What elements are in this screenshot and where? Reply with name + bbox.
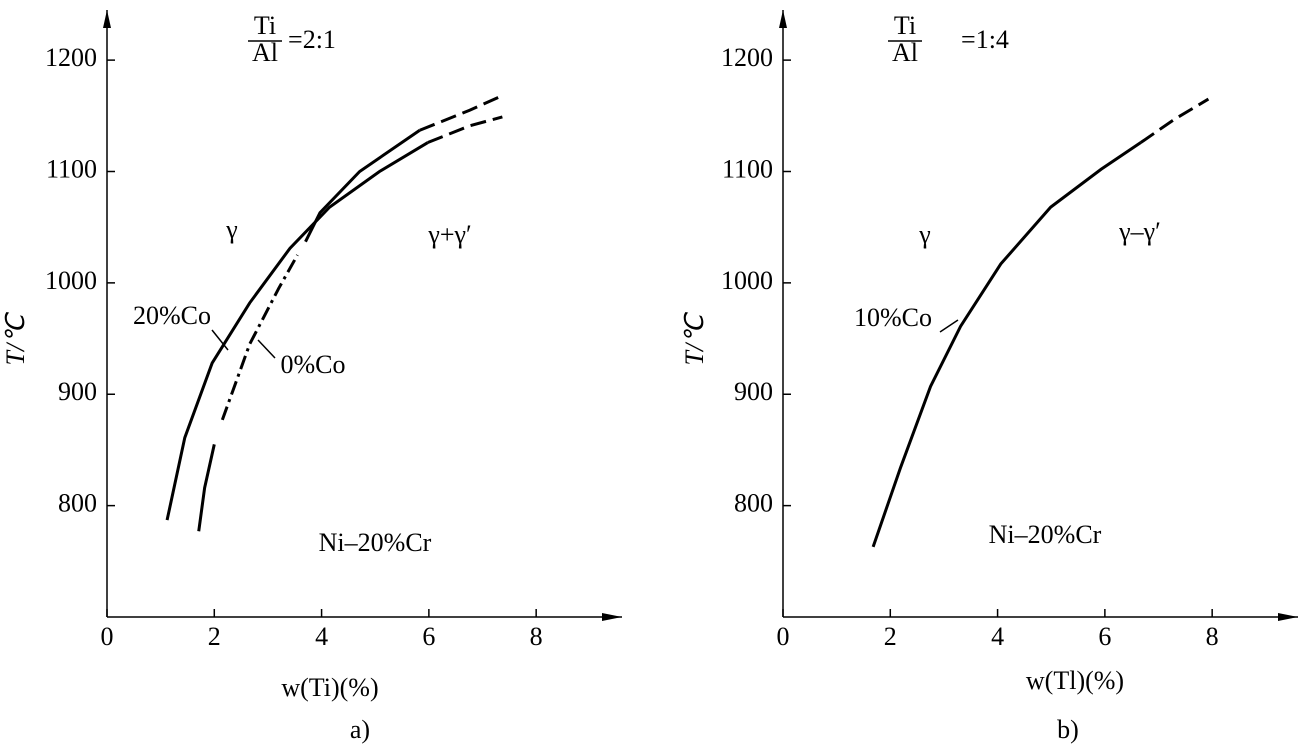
x-tick-label: 0: [101, 622, 114, 651]
y-tick-label: 1000: [45, 266, 97, 295]
series-label: 20%Co: [133, 301, 211, 330]
series-label: 10%Co: [854, 303, 932, 332]
y-tick-label: 900: [58, 377, 97, 406]
region-label: γ+γ′: [427, 220, 471, 249]
axis-arrow: [1278, 613, 1298, 621]
x-tick-label: 2: [884, 622, 897, 651]
x-axis-label: w(Ti)(%): [281, 673, 378, 702]
ratio-denominator: Al: [252, 38, 278, 67]
panel-caption: a): [350, 715, 370, 744]
y-tick-label: 1000: [721, 266, 773, 295]
curve: [197, 444, 216, 532]
y-axis-label: T/℃: [680, 312, 709, 366]
x-tick-label: 6: [422, 622, 435, 651]
region-label: Ni–20%Cr: [319, 528, 432, 557]
curve: [220, 254, 299, 421]
leader-line: [939, 319, 959, 333]
x-tick-label: 0: [777, 622, 790, 651]
ratio-numerator: Ti: [894, 11, 916, 40]
y-tick-label: 1200: [721, 43, 773, 72]
region-label: γ: [225, 215, 238, 244]
curve: [871, 141, 1142, 548]
y-tick-label: 800: [734, 489, 773, 518]
curve: [427, 115, 503, 144]
ratio-denominator: Al: [892, 38, 918, 67]
x-tick-label: 4: [991, 622, 1004, 651]
region-label: γ–γ′: [1118, 217, 1161, 246]
curve: [419, 93, 506, 132]
curve: [165, 141, 429, 521]
region-label: γ: [918, 220, 931, 249]
x-axis-label: w(Tl)(%): [1026, 666, 1124, 695]
y-tick-label: 1100: [722, 154, 773, 183]
x-tick-label: 2: [208, 622, 221, 651]
axis-arrow: [779, 10, 787, 28]
curve: [1139, 97, 1210, 144]
y-tick-label: 1200: [45, 43, 97, 72]
region-label: Ni–20%Cr: [989, 520, 1102, 549]
axis-arrow: [602, 613, 622, 621]
y-tick-label: 1100: [46, 154, 97, 183]
ratio-numerator: Ti: [254, 11, 276, 40]
leader-line: [211, 329, 229, 351]
y-axis-label: T/℃: [1, 312, 30, 366]
x-tick-label: 8: [530, 622, 543, 651]
x-tick-label: 4: [315, 622, 328, 651]
y-tick-label: 900: [734, 377, 773, 406]
leader-line: [257, 339, 276, 359]
x-tick-label: 6: [1098, 622, 1111, 651]
ratio-value: =1:4: [961, 25, 1009, 54]
axis-arrow: [103, 10, 111, 28]
panel-caption: b): [1057, 715, 1079, 744]
series-label: 0%Co: [281, 350, 346, 379]
y-tick-label: 800: [58, 489, 97, 518]
ratio-value: =2:1: [288, 25, 336, 54]
curve: [304, 129, 421, 243]
x-tick-label: 8: [1206, 622, 1219, 651]
